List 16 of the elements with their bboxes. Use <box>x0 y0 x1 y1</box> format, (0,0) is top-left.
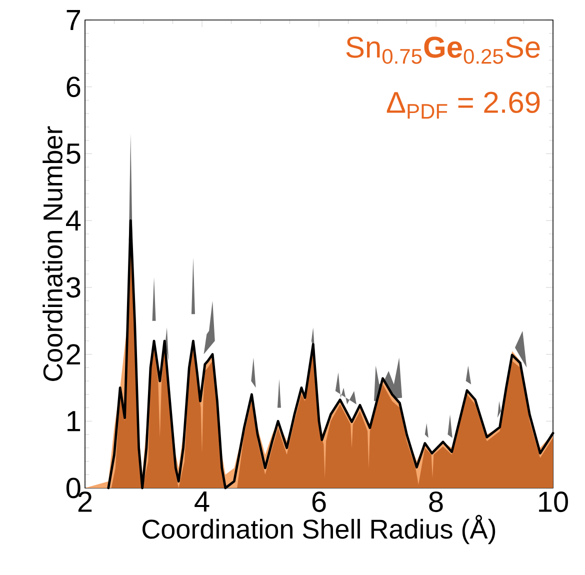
y-tick-label: 0 <box>66 478 80 498</box>
y-tick-label: 2 <box>66 344 80 364</box>
x-tick-label: 10 <box>539 492 568 512</box>
y-tick-label: 5 <box>66 144 80 164</box>
y-tick-label: 7 <box>66 10 80 30</box>
y-tick-label: 6 <box>66 76 80 98</box>
y-axis-title: Coordination Number <box>42 126 62 381</box>
y-tick-label: 1 <box>68 411 80 432</box>
annotation: Sn$_{0.75}$Ge$_{0.25}$Se <box>346 36 540 64</box>
x-axis-title: Coordination Shell Radius (Å) <box>142 514 496 544</box>
y-tick-label: 3 <box>66 277 80 298</box>
annotation: Δ$_{PDF}$ = 2.69 <box>386 92 540 119</box>
x-tick-label: 6 <box>312 492 326 512</box>
x-tick-label: 4 <box>194 492 210 512</box>
x-tick-label: 8 <box>429 492 443 512</box>
y-tick-label: 4 <box>66 210 81 231</box>
